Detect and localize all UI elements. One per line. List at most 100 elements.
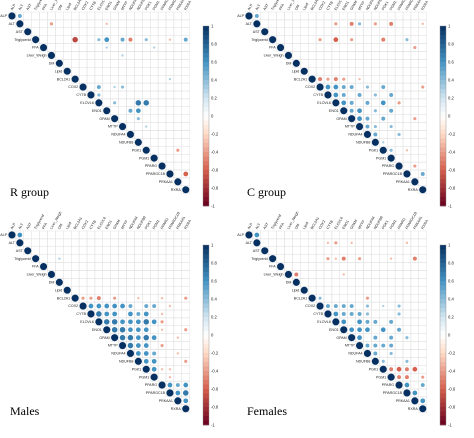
grid-cell	[173, 246, 182, 255]
colorbar-segment	[203, 290, 209, 295]
grid-cell	[307, 230, 317, 240]
grid-cell	[39, 238, 48, 247]
grid-cell	[126, 43, 135, 52]
colorbar-segment	[203, 30, 209, 36]
grid-cell	[379, 333, 388, 342]
colorbar-tick-label: 0	[211, 333, 214, 338]
grid-cell	[418, 185, 427, 194]
grid-cell	[149, 130, 159, 139]
colorbar-segment	[203, 57, 209, 63]
grid-cell	[86, 246, 96, 255]
colorbar-segment	[203, 62, 209, 67]
colorbar-segment	[440, 147, 446, 153]
grid-cell	[110, 286, 119, 295]
grid-cell	[355, 67, 364, 76]
grid-cell	[149, 90, 159, 100]
grid-cell	[47, 43, 56, 52]
colorbar-segment	[440, 362, 446, 367]
row-label: COX2	[305, 304, 315, 308]
colorbar-segment	[440, 375, 446, 381]
grid-cell	[268, 11, 277, 21]
colorbar-segment	[203, 125, 209, 130]
grid-cell	[371, 278, 380, 287]
grid-cell	[70, 246, 80, 255]
colorbar-tick-label: -1	[211, 423, 215, 428]
colorbar-segment	[440, 35, 446, 40]
row-label: FFA	[269, 265, 276, 269]
grid-cell	[118, 59, 127, 68]
grid-cell	[157, 349, 167, 358]
grid-cell	[134, 230, 143, 240]
grid-cell	[110, 90, 119, 100]
row-label: PRKAA1	[159, 180, 173, 184]
grid-cell	[418, 270, 427, 279]
grid-cell	[339, 67, 348, 76]
grid-cell	[347, 286, 356, 295]
diagonal-circle	[71, 294, 79, 302]
grid-cell	[173, 74, 182, 84]
column-label: PRKAA1	[413, 216, 424, 230]
grid-cell	[394, 114, 404, 123]
row-label: BCL2A1	[294, 77, 307, 81]
diagonal-circle	[348, 115, 356, 123]
grid-cell	[181, 177, 190, 186]
grid-cell	[118, 106, 127, 115]
grid-cell	[402, 278, 412, 287]
grid-cell	[149, 59, 159, 68]
correlation-circle	[175, 383, 180, 388]
grid-cell	[63, 19, 72, 28]
colorbar-tick-label: 0.6	[211, 279, 217, 284]
row-label: PPARG	[145, 383, 158, 387]
grid-cell	[292, 51, 301, 60]
diagonal-circle	[340, 326, 348, 334]
grid-cell	[394, 349, 404, 358]
correlation-circle	[365, 124, 370, 129]
diagonal-circle	[174, 178, 182, 186]
row-label: CYTB	[76, 93, 86, 97]
diagonal-circle	[363, 349, 372, 358]
grid-cell	[355, 27, 364, 36]
grid-cell	[181, 11, 190, 21]
grid-cell	[86, 230, 96, 240]
column-label: CYTB	[326, 219, 335, 230]
grid-cell	[315, 254, 325, 263]
grid-cell	[173, 372, 182, 382]
colorbar-segment	[440, 335, 446, 340]
colorbar-segment	[203, 44, 209, 49]
colorbar-tick-label: 0.2	[448, 315, 454, 320]
correlation-circle	[381, 37, 386, 42]
correlation-circle	[389, 124, 393, 129]
colorbar-tick-label: 0.6	[448, 279, 454, 284]
correlation-circle	[333, 311, 339, 317]
colorbar-segment	[203, 107, 209, 112]
grid-cell	[31, 19, 40, 28]
column-label: PRKAA1	[176, 216, 187, 230]
diagonal-circle	[411, 178, 419, 186]
colorbar-segment	[203, 272, 209, 277]
column-label: MTTP	[357, 0, 366, 11]
grid-cell	[394, 278, 404, 287]
grid-cell	[394, 74, 404, 84]
grid-cell	[331, 51, 341, 60]
row-label: PGM1	[376, 156, 386, 160]
grid-cell	[363, 74, 372, 84]
column-label: AST	[26, 2, 33, 11]
grid-cell	[102, 51, 111, 60]
grid-cell	[260, 19, 269, 28]
grid-cell	[363, 90, 372, 100]
diagonal-circle	[87, 91, 95, 99]
grid-cell	[379, 270, 388, 279]
correlation-circle	[405, 359, 409, 363]
colorbar-segment	[440, 174, 446, 180]
grid-cell	[181, 51, 190, 60]
grid-cell	[386, 262, 396, 271]
correlation-circle	[373, 319, 378, 324]
grid-cell	[86, 59, 96, 68]
grid-cell	[181, 262, 190, 271]
correlation-circle	[184, 296, 188, 300]
row-label: GPAM	[336, 336, 346, 340]
diagonal-circle	[340, 107, 348, 115]
correlation-circle	[143, 358, 149, 364]
group-label: Males	[10, 404, 40, 418]
grid-cell	[307, 286, 317, 295]
